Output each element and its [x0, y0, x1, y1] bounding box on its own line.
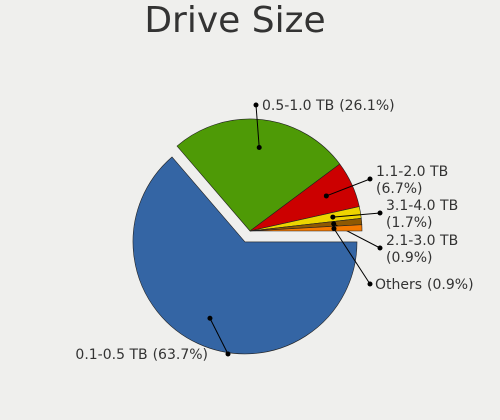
- value-label: (63.7%): [153, 347, 208, 363]
- slice-label: 2.1-3.0 TB (0.9%): [386, 233, 458, 266]
- value-label: (6.7%): [376, 181, 423, 197]
- pie-slice: [176, 118, 341, 232]
- leader-dot: [253, 102, 259, 108]
- slice-label: 1.1-2.0 TB (6.7%): [376, 164, 448, 197]
- category-label: 2.1-3.0 TB: [386, 233, 458, 249]
- value-label: (26.1%): [339, 98, 394, 114]
- slice-label: 0.1-0.5 TB (63.7%): [75, 347, 208, 363]
- category-label: 1.1-2.0 TB: [376, 164, 448, 180]
- slice-label: 0.5-1.0 TB (26.1%): [262, 98, 395, 114]
- chart-title: Drive Size: [144, 0, 325, 41]
- leader-dot: [367, 176, 373, 182]
- category-label: 3.1-4.0 TB: [386, 198, 458, 214]
- leader-dot: [207, 315, 213, 321]
- category-label: Others: [375, 277, 422, 293]
- leader-dot: [256, 145, 262, 151]
- value-label: (0.9%): [386, 250, 433, 266]
- value-label: (0.9%): [427, 277, 474, 293]
- value-label: (1.7%): [386, 215, 433, 231]
- leader-dot: [367, 281, 373, 287]
- leader-line: [209, 318, 229, 355]
- leader-dot: [323, 193, 329, 199]
- leader-line: [332, 212, 381, 218]
- leader-dot: [331, 221, 337, 227]
- leader-dot: [330, 214, 336, 220]
- slice-label: Others (0.9%): [375, 277, 474, 293]
- leader-line: [326, 178, 371, 197]
- leader-dot: [331, 226, 337, 232]
- leader-line: [333, 228, 371, 285]
- category-label: 0.1-0.5 TB: [75, 347, 147, 363]
- slice-label: 3.1-4.0 TB (1.7%): [386, 198, 458, 231]
- pie-slice: [132, 156, 358, 355]
- category-label: 0.5-1.0 TB: [262, 98, 334, 114]
- leader-dot: [377, 210, 383, 216]
- leader-dot: [225, 351, 231, 357]
- leader-line: [255, 104, 260, 148]
- leader-dot: [377, 245, 383, 251]
